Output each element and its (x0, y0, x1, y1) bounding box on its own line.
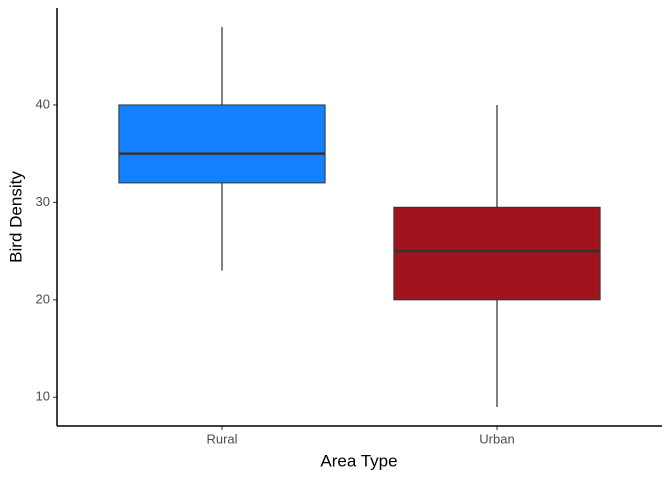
y-axis-label: Bird Density (6, 171, 25, 263)
x-axis-label: Area Type (320, 451, 397, 470)
x-tick-label: Rural (206, 431, 237, 446)
box (393, 206, 601, 301)
box (118, 104, 326, 184)
y-tick-label: 30 (36, 194, 50, 209)
y-tick-label: 20 (36, 291, 50, 306)
y-tick-label: 40 (36, 96, 50, 111)
y-tick-label: 10 (36, 389, 50, 404)
x-tick-label: Urban (479, 431, 514, 446)
